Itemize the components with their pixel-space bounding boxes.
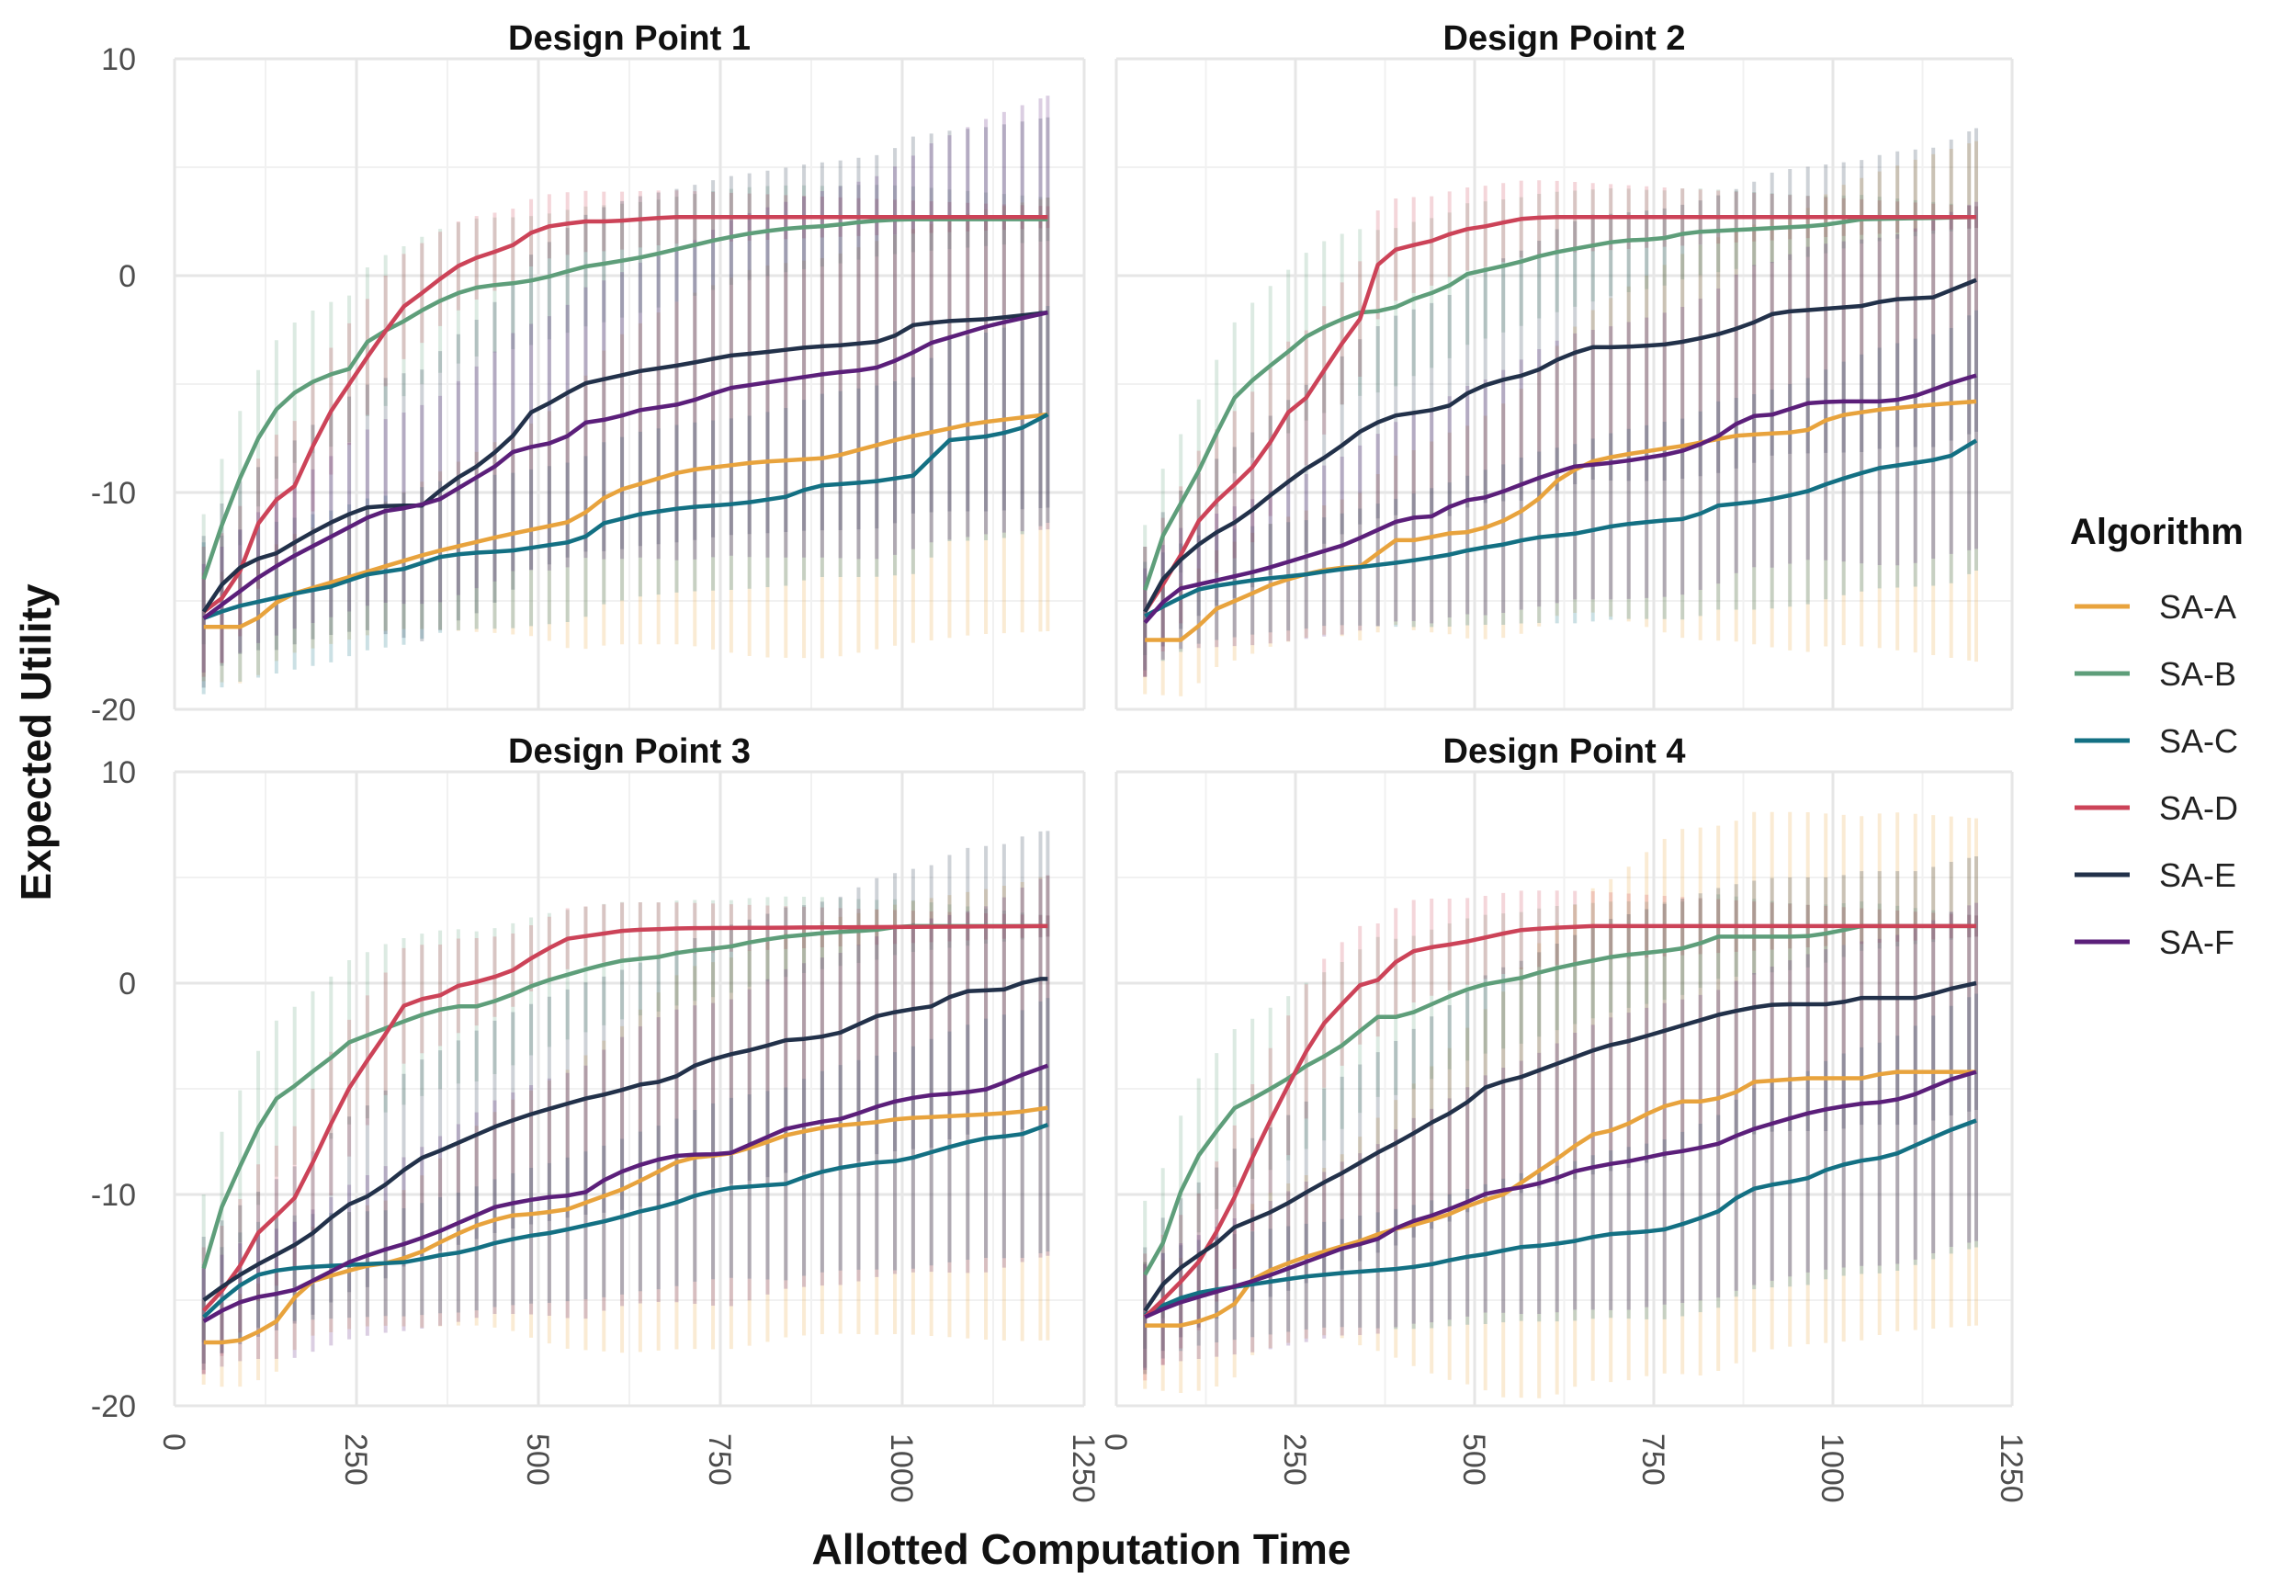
y-axis-title: Expected Utility [12, 583, 60, 901]
series-lines [201, 215, 1049, 629]
series-line-sa-a [1145, 1070, 1976, 1328]
series-line-sa-c [202, 413, 1049, 621]
y-tick-label: 0 [119, 967, 136, 1002]
legend-label-sa-e: SA-E [2159, 856, 2236, 894]
series-line-sa-f [1143, 373, 1977, 625]
x-tick-label: 250 [338, 1433, 373, 1486]
x-tick-label: 1000 [884, 1433, 919, 1503]
x-tick-label: 750 [1635, 1433, 1670, 1486]
x-tick-label: 0 [156, 1433, 191, 1451]
y-tick-label: -20 [91, 1389, 136, 1424]
series-line-sa-b [1143, 923, 1976, 1276]
legend-label-sa-d: SA-D [2159, 789, 2238, 827]
x-tick-label: 500 [1456, 1433, 1491, 1486]
x-tick-label: 0 [1098, 1433, 1133, 1451]
series-line-sa-b [201, 217, 1048, 581]
series-line-sa-d [1143, 923, 1976, 1319]
legend-label-sa-c: SA-C [2159, 722, 2238, 760]
series-line-sa-d [1143, 215, 1976, 614]
y-tick-label: 10 [101, 42, 136, 77]
series-line-sa-d [202, 923, 1048, 1313]
series-lines [1143, 215, 1978, 642]
x-tick-label: 750 [702, 1433, 737, 1486]
panel-title: Design Point 1 [508, 19, 751, 58]
panel-title: Design Point 3 [508, 732, 751, 771]
series-line-sa-e [201, 310, 1048, 614]
panel-1: Design Point 1 10 0 -10 -20 [91, 19, 1086, 728]
series-line-sa-e [1143, 277, 1977, 613]
series-line-sa-e [1143, 980, 1977, 1312]
series-line-sa-a [203, 412, 1048, 629]
panel-3: Design Point 3 10 0 -10 -20 0 250 500 750 1000 125… [91, 732, 1101, 1503]
series-line-sa-a [1145, 399, 1977, 642]
y-tick-label: -10 [91, 476, 136, 511]
series-line-sa-e [202, 977, 1048, 1302]
legend-label-sa-a: SA-A [2159, 588, 2236, 626]
x-tick-label: 250 [1277, 1433, 1312, 1486]
panel-title: Design Point 4 [1443, 732, 1686, 771]
y-tick-label: -20 [91, 693, 136, 728]
x-tick-label: 1000 [1815, 1433, 1849, 1503]
x-tick-label: 1250 [1066, 1433, 1101, 1503]
series-line-sa-d [202, 215, 1048, 614]
series-line-sa-a [203, 1105, 1048, 1345]
legend: Algorithm SA-A SA-B SA-C SA-D SA-E SA-F [2070, 512, 2244, 961]
legend-label-sa-f: SA-F [2159, 923, 2234, 961]
y-tick-label: 0 [119, 259, 136, 294]
series-line-sa-f [202, 310, 1048, 620]
y-tick-label: 10 [101, 755, 136, 790]
series-line-sa-f [1144, 1070, 1977, 1319]
y-tick-label: -10 [91, 1178, 136, 1213]
x-axis-title: Allotted Computation Time [812, 1525, 1352, 1573]
series-lines [1143, 923, 1977, 1328]
series-line-sa-b [1143, 215, 1977, 591]
x-tick-label: 1250 [1994, 1433, 2029, 1503]
series-line-sa-f [202, 1063, 1049, 1323]
panel-2: Design Point 2 [1114, 19, 2014, 711]
panel-4: Design Point 4 0 250 500 750 1000 1250 [1098, 732, 2029, 1503]
series-line-sa-c [1144, 1118, 1977, 1318]
series-lines [201, 923, 1049, 1345]
legend-title: Algorithm [2070, 512, 2244, 552]
legend-label-sa-b: SA-B [2159, 655, 2236, 693]
x-tick-label: 500 [520, 1433, 555, 1486]
panel-title: Design Point 2 [1443, 19, 1686, 58]
series-line-sa-c [1144, 438, 1978, 618]
